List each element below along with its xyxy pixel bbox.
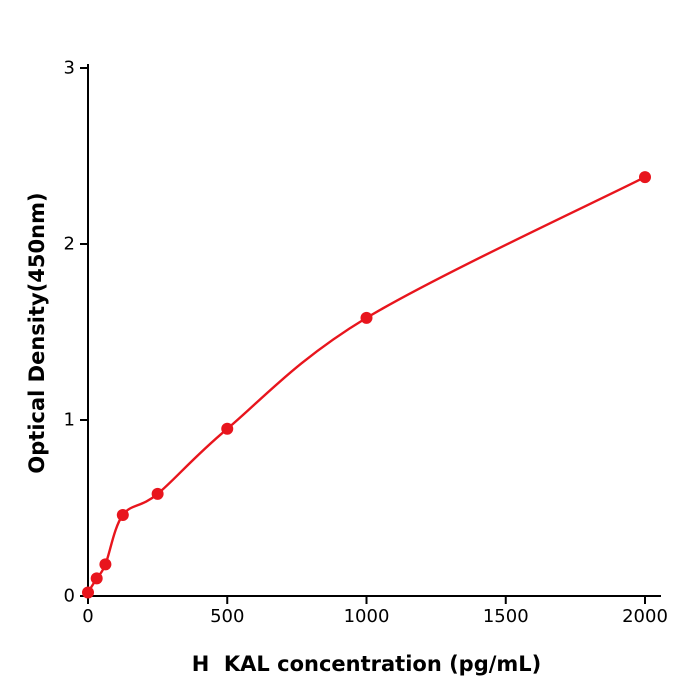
- data-point: [221, 422, 234, 435]
- x-tick-label: 1000: [344, 606, 390, 627]
- x-tick-label: 0: [82, 606, 93, 627]
- x-tick-label: 2000: [622, 606, 668, 627]
- y-tick-label: 2: [64, 234, 75, 255]
- x-tick-label: 1500: [483, 606, 529, 627]
- y-tick-label: 1: [64, 410, 75, 431]
- data-point: [151, 487, 164, 500]
- data-point: [116, 509, 129, 522]
- data-point: [639, 171, 651, 184]
- data-point: [99, 558, 112, 571]
- x-tick-label: 500: [210, 606, 244, 627]
- data-point: [82, 586, 94, 599]
- data-point: [90, 572, 103, 585]
- data-point: [360, 311, 373, 324]
- y-tick-label: 0: [64, 586, 75, 607]
- y-tick-label: 3: [64, 58, 75, 79]
- fit-curve: [86, 176, 646, 594]
- y-axis-label: Optical Density(450nm): [25, 192, 49, 474]
- x-axis-label: H KAL concentration (pg/mL): [191, 652, 542, 676]
